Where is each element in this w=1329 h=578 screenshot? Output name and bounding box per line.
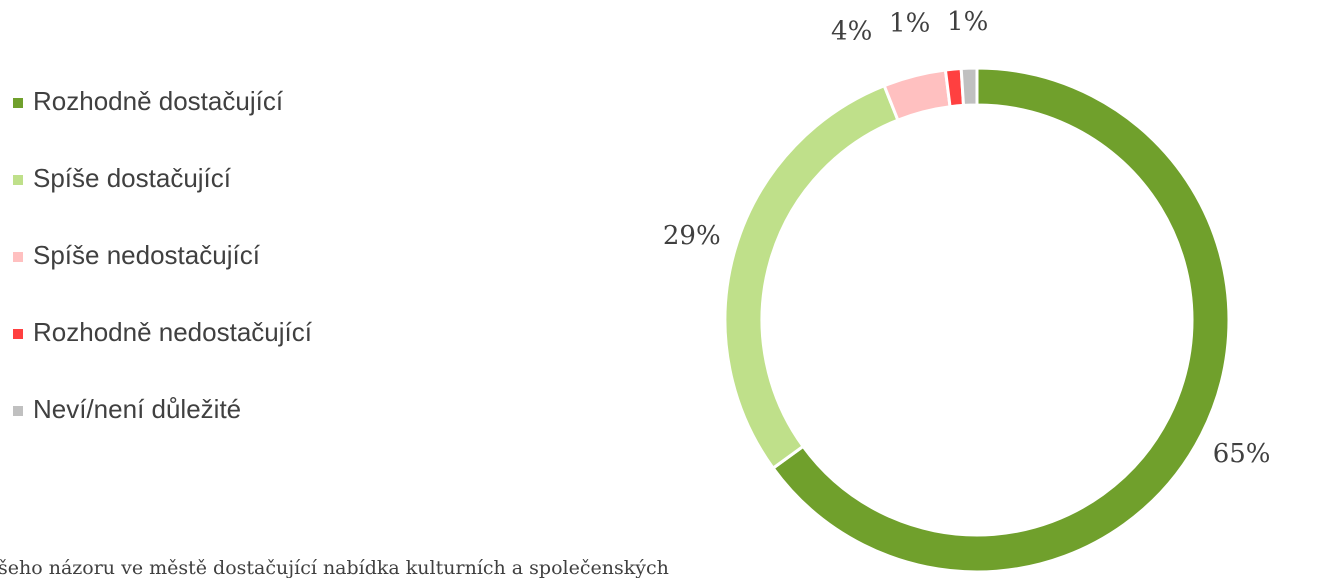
data-label: 29% (663, 221, 721, 251)
data-label: 65% (1213, 439, 1271, 469)
donut-segment (723, 83, 900, 471)
legend-label: Spíše nedostačující (33, 240, 261, 270)
data-label: 4% (831, 16, 872, 46)
data-label: 1% (889, 8, 930, 38)
legend-label: Rozhodně dostačující (33, 86, 284, 116)
legend-marker (13, 175, 23, 185)
donut-segment (771, 66, 1231, 574)
legend-label: Spíše dostačující (33, 163, 232, 193)
legend-marker (13, 252, 23, 262)
donut-segment (959, 66, 979, 108)
donut-segment (882, 68, 952, 123)
data-label: 1% (947, 7, 988, 37)
legend-marker (13, 406, 23, 416)
legend-marker (13, 98, 23, 108)
chart-title: šeho názoru ve městě dostačující nabídka… (0, 557, 669, 578)
legend-label: Neví/není důležité (33, 394, 241, 424)
legend-marker (13, 329, 23, 339)
legend-label: Rozhodně nedostačující (33, 317, 313, 347)
